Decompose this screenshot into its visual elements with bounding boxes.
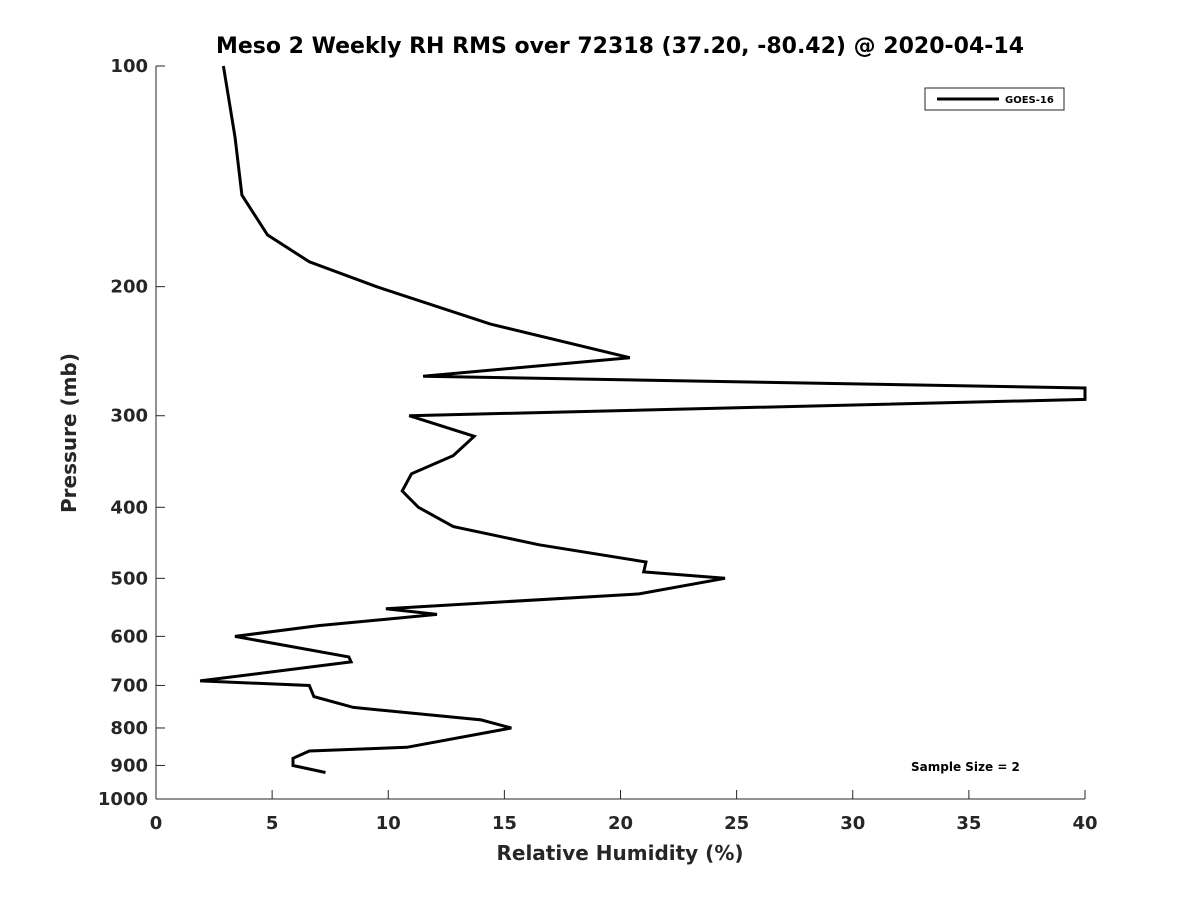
y-tick-label: 500: [110, 568, 148, 589]
y-tick-label: 600: [110, 626, 148, 647]
y-tick-label: 200: [110, 277, 148, 298]
sample-size-annotation: Sample Size = 2: [911, 760, 1020, 774]
legend: GOES-16: [924, 87, 1065, 111]
y-tick-label: 100: [110, 56, 148, 77]
y-tick-label: 900: [110, 755, 148, 776]
x-tick-label: 40: [1072, 813, 1097, 834]
plot-area: [155, 66, 1085, 800]
x-tick-label: 30: [840, 813, 865, 834]
y-ticks: 100 200 300 400 500 600 700 800 900 1000: [98, 56, 165, 810]
x-tick-label: 0: [150, 813, 163, 834]
x-tick-label: 35: [956, 813, 981, 834]
series-line-goes-16: [199, 65, 1087, 774]
x-tick-label: 5: [266, 813, 279, 834]
legend-label-goes-16: GOES-16: [1005, 95, 1054, 106]
y-tick-label: 400: [110, 497, 148, 518]
y-tick-label: 700: [110, 675, 148, 696]
y-tick-label: 300: [110, 406, 148, 427]
y-tick-label: 800: [110, 718, 148, 739]
x-tick-label: 25: [724, 813, 749, 834]
x-tick-label: 20: [608, 813, 633, 834]
x-ticks: 0 5 10 15 20 25 30 35 40: [150, 790, 1098, 834]
y-tick-label: 1000: [98, 789, 148, 810]
x-tick-label: 10: [376, 813, 401, 834]
x-axis-label: Relative Humidity (%): [496, 841, 743, 865]
series-group: [199, 65, 1087, 774]
y-axis-label: Pressure (mb): [57, 353, 81, 513]
x-tick-label: 15: [492, 813, 517, 834]
chart-title: Meso 2 Weekly RH RMS over 72318 (37.20, …: [216, 34, 1024, 59]
